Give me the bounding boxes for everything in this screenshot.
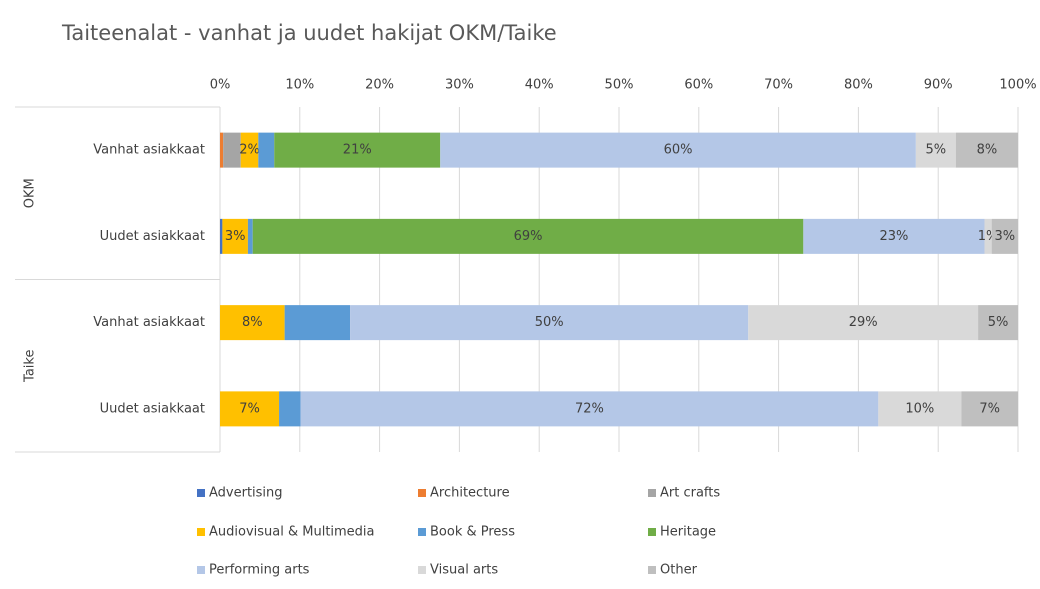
bar-segment — [878, 391, 962, 427]
x-tick-label: 70% — [764, 78, 793, 93]
data-label: 23% — [879, 229, 908, 244]
legend-label: Performing arts — [209, 563, 310, 578]
bar-segment — [240, 132, 259, 168]
data-label: 21% — [343, 143, 372, 158]
data-label: 29% — [849, 315, 878, 330]
legend-label: Visual arts — [430, 563, 498, 578]
x-tick-label: 90% — [924, 78, 953, 93]
y-tick-label: Vanhat asiakkaat — [93, 315, 205, 330]
data-label: 3% — [225, 229, 246, 244]
bar-segment — [247, 218, 253, 254]
chart-title: Taiteenalat - vanhat ja uudet hakijat OK… — [61, 21, 557, 45]
x-tick-label: 20% — [365, 78, 394, 93]
bar-segment — [220, 305, 285, 341]
bar-segment — [274, 132, 441, 168]
legend-label: Book & Press — [430, 525, 515, 540]
bar-segment — [284, 305, 351, 341]
legend-swatch — [197, 528, 205, 536]
legend-label: Architecture — [430, 486, 510, 501]
legend-swatch — [418, 566, 426, 574]
legend-label: Advertising — [209, 486, 283, 501]
data-label: 69% — [514, 229, 543, 244]
group-label: OKM — [23, 178, 38, 208]
data-label: 8% — [977, 143, 998, 158]
data-label: 60% — [664, 143, 693, 158]
x-tick-label: 50% — [605, 78, 634, 93]
legend-label: Art crafts — [660, 486, 720, 501]
legend-swatch — [648, 566, 656, 574]
bar-segment — [279, 391, 301, 427]
bar-segment — [803, 218, 985, 254]
bar-segment — [955, 132, 1018, 168]
bar-segment — [258, 132, 275, 168]
x-tick-label: 0% — [210, 78, 231, 93]
x-tick-label: 40% — [525, 78, 554, 93]
legend-swatch — [648, 528, 656, 536]
y-tick-label: Vanhat asiakkaat — [93, 143, 205, 158]
bar-segment — [961, 391, 1018, 427]
legend-swatch — [418, 528, 426, 536]
bar-segment — [984, 218, 992, 254]
data-label: 10% — [905, 401, 934, 416]
x-tick-label: 30% — [445, 78, 474, 93]
bar-segment — [350, 305, 749, 341]
bar-segment — [991, 218, 1018, 254]
data-label: 7% — [239, 401, 260, 416]
data-label: 8% — [242, 315, 263, 330]
data-label: 5% — [988, 315, 1009, 330]
x-tick-label: 60% — [684, 78, 713, 93]
data-label: 5% — [925, 143, 946, 158]
bar-segment — [220, 391, 280, 427]
bar-segment — [220, 218, 223, 254]
y-tick-label: Uudet asiakkaat — [100, 401, 205, 416]
legend-swatch — [648, 489, 656, 497]
x-tick-label: 100% — [999, 78, 1036, 93]
bar-segment — [300, 391, 879, 427]
group-label: Taike — [23, 350, 38, 383]
bar-segment — [222, 218, 248, 254]
bar-segment — [252, 218, 804, 254]
data-label: 50% — [535, 315, 564, 330]
bar-segment — [748, 305, 979, 341]
legend-swatch — [197, 489, 205, 497]
bar-segment — [223, 132, 241, 168]
legend-swatch — [197, 566, 205, 574]
bar-segment — [220, 132, 224, 168]
legend-label: Other — [660, 563, 698, 578]
data-label: 3% — [995, 229, 1016, 244]
legend-label: Audiovisual & Multimedia — [209, 525, 375, 540]
bar-segment — [978, 305, 1018, 341]
x-tick-label: 10% — [285, 78, 314, 93]
legend-label: Heritage — [660, 525, 716, 540]
data-label: 2% — [239, 143, 260, 158]
legend-swatch — [418, 489, 426, 497]
bar-segment — [915, 132, 956, 168]
data-label: 7% — [979, 401, 1000, 416]
x-tick-label: 80% — [844, 78, 873, 93]
bar-segment — [440, 132, 916, 168]
y-tick-label: Uudet asiakkaat — [100, 229, 205, 244]
data-label: 72% — [575, 401, 604, 416]
